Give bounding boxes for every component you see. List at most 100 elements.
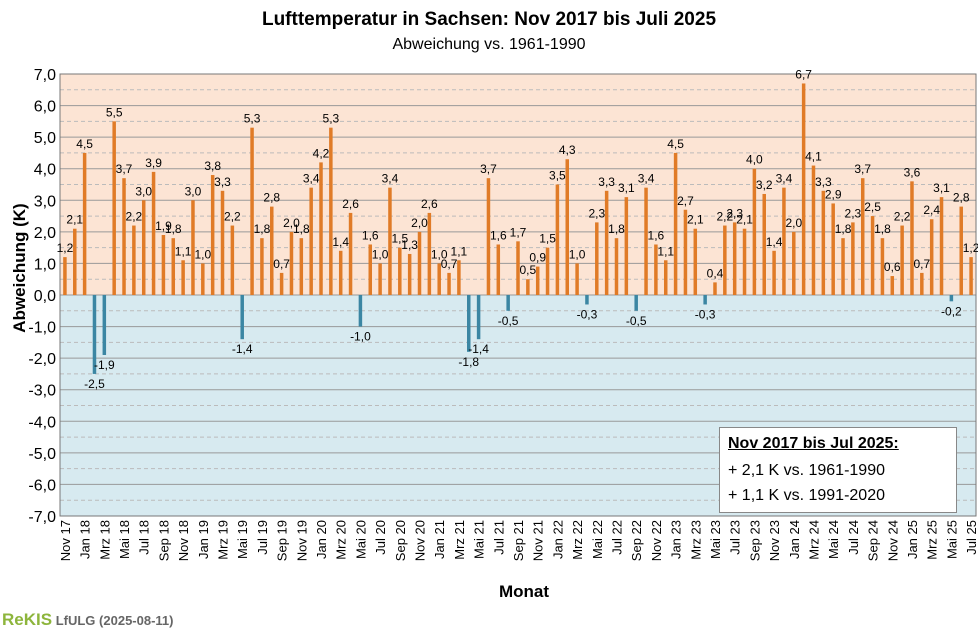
bar-value-label: 3,5 xyxy=(549,169,566,183)
bar xyxy=(762,193,766,295)
chart-title: Lufttemperatur in Sachsen: Nov 2017 bis … xyxy=(261,9,717,30)
bar xyxy=(486,178,491,295)
x-tick-label: Jan 23 xyxy=(669,520,684,559)
x-tick-label: Mai 24 xyxy=(826,520,841,559)
bar xyxy=(703,295,707,305)
bar xyxy=(713,282,717,295)
x-tick-label: Mrz 20 xyxy=(334,520,349,560)
y-tick-label: -7,0 xyxy=(28,509,56,526)
bar-value-label: 0,9 xyxy=(529,251,546,265)
bar xyxy=(279,272,284,295)
y-tick-label: 1,0 xyxy=(34,256,56,273)
bar-value-label: -0,2 xyxy=(941,304,962,318)
bar xyxy=(595,222,599,295)
footer-credit: ReKIS LfULG (2025-08-11) xyxy=(2,610,174,630)
bar-value-label: 1,1 xyxy=(175,244,192,258)
bar xyxy=(693,228,698,295)
bar-value-label: 2,2 xyxy=(894,210,911,224)
bar xyxy=(526,279,530,295)
bar-value-label: -1,0 xyxy=(350,330,371,344)
bar-value-label: 3,9 xyxy=(145,156,162,170)
bar-value-label: 2,3 xyxy=(845,206,862,220)
x-tick-label: Mrz 21 xyxy=(452,520,467,560)
x-tick-label: Jan 19 xyxy=(196,520,211,559)
x-tick-label: Nov 18 xyxy=(176,520,191,561)
bar-value-label: 2,8 xyxy=(263,191,280,205)
x-tick-label: Nov 17 xyxy=(58,520,73,561)
bar-value-label: 1,0 xyxy=(372,247,389,261)
bar-value-label: 5,5 xyxy=(106,105,123,119)
bar xyxy=(969,257,973,295)
x-tick-label: Nov 21 xyxy=(531,520,546,561)
bar-value-label: 1,9 xyxy=(155,219,172,233)
bar-value-label: 2,2 xyxy=(126,210,143,224)
y-tick-label: 6,0 xyxy=(34,99,56,116)
bar-value-label: 2,2 xyxy=(224,210,241,224)
bar xyxy=(102,295,107,355)
bar xyxy=(250,127,254,296)
x-tick-label: Sep 21 xyxy=(511,520,526,561)
x-tick-label: Mai 25 xyxy=(944,520,959,559)
x-tick-label: Jul 19 xyxy=(255,520,270,555)
bar-value-label: -0,5 xyxy=(498,314,519,328)
x-tick-label: Jan 22 xyxy=(550,520,565,559)
x-tick-label: Jan 18 xyxy=(78,520,93,559)
bar-value-label: -1,8 xyxy=(458,355,479,369)
bar xyxy=(368,244,373,295)
bar-value-label: 1,5 xyxy=(539,232,556,246)
x-tick-label: Jul 21 xyxy=(491,520,506,555)
bar-value-label: 2,1 xyxy=(687,213,704,227)
bar-value-label: 1,6 xyxy=(490,228,507,242)
bar-value-label: 2,1 xyxy=(66,213,83,227)
bar xyxy=(723,225,727,295)
bar-value-label: 1,8 xyxy=(254,222,271,236)
bar xyxy=(230,225,235,295)
x-tick-label: Mrz 18 xyxy=(97,520,112,560)
bar-value-label: 0,5 xyxy=(520,263,537,277)
bar-value-label: 3,6 xyxy=(904,165,921,179)
bar xyxy=(545,247,550,295)
x-tick-label: Mrz 19 xyxy=(216,520,231,560)
bar-value-label: 1,4 xyxy=(766,235,783,249)
y-tick-label: -1,0 xyxy=(28,320,56,337)
bar xyxy=(358,295,363,327)
y-tick-label: 3,0 xyxy=(34,193,56,210)
bar-value-label: 2,6 xyxy=(421,197,438,211)
bar xyxy=(240,295,244,340)
bar xyxy=(201,263,205,295)
bar xyxy=(191,200,195,295)
bar xyxy=(821,190,826,295)
bar-value-label: 2,0 xyxy=(785,216,802,230)
bar xyxy=(742,228,747,295)
bar xyxy=(437,263,441,295)
bar xyxy=(939,197,944,295)
bar-value-label: 3,0 xyxy=(135,184,152,198)
bar-value-label: 0,4 xyxy=(707,266,724,280)
bar xyxy=(181,260,185,295)
x-tick-label: Sep 19 xyxy=(275,520,290,561)
bar-value-label: 3,4 xyxy=(638,172,655,186)
y-axis-label: Abweichung (K) xyxy=(10,203,29,333)
x-tick-label: Mai 19 xyxy=(235,520,250,559)
bar-value-label: 5,3 xyxy=(323,112,340,126)
x-tick-label: Jan 21 xyxy=(432,520,447,559)
bar xyxy=(82,152,87,295)
bar xyxy=(851,222,855,295)
bar-value-label: 3,7 xyxy=(480,162,497,176)
x-tick-label: Jul 25 xyxy=(964,520,978,555)
x-tick-label: Jan 20 xyxy=(314,520,329,559)
bar-value-label: 4,3 xyxy=(559,143,576,157)
bar-value-label: 1,6 xyxy=(648,228,665,242)
bar-value-label: 5,3 xyxy=(244,112,261,126)
bar-value-label: -0,3 xyxy=(695,307,716,321)
bar xyxy=(565,159,569,295)
bar-value-label: 3,4 xyxy=(303,172,320,186)
x-tick-label: Sep 20 xyxy=(393,520,408,561)
summary-box: Nov 2017 bis Jul 2025: + 2,1 K vs. 1961-… xyxy=(719,427,957,513)
x-axis-label: Monat xyxy=(498,582,550,601)
bar-value-label: -0,5 xyxy=(626,314,647,328)
bar-value-label: 0,7 xyxy=(273,257,290,271)
bar xyxy=(378,263,382,295)
bar xyxy=(673,152,678,295)
footer-date: (2025-08-11) xyxy=(99,613,174,628)
